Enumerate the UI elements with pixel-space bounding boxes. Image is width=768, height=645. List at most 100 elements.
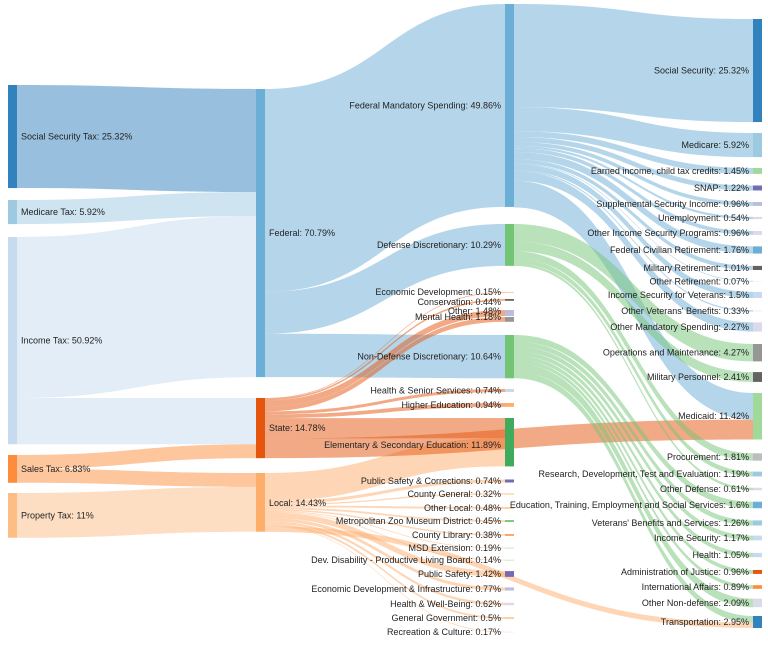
link-local-to-general-gov[interactable] xyxy=(265,523,505,620)
link-fed-mandatory-to-social-security[interactable] xyxy=(514,4,753,123)
link-fed-mandatory-to-other-income-sec[interactable] xyxy=(514,148,753,235)
node-econ-dev[interactable] xyxy=(505,292,514,293)
node-other-income-sec[interactable] xyxy=(753,231,762,235)
link-sales-tax-to-local[interactable] xyxy=(17,468,256,487)
node-unemployment[interactable] xyxy=(753,216,762,220)
link-local-to-zoo-museum[interactable] xyxy=(265,507,505,522)
link-nondef-disc-to-health[interactable] xyxy=(514,351,753,558)
link-nondef-disc-to-education-training[interactable] xyxy=(514,335,753,509)
node-mil-retire[interactable] xyxy=(753,265,762,271)
link-fed-mandatory-to-mil-retire[interactable] xyxy=(514,159,753,271)
node-other-mandatory[interactable] xyxy=(753,322,762,332)
node-county-gen[interactable] xyxy=(505,493,514,495)
link-sales-tax-to-state[interactable] xyxy=(17,444,256,469)
node-ss-tax[interactable] xyxy=(8,85,17,189)
link-local-to-health-wellbeing[interactable] xyxy=(265,521,505,606)
link-property-tax-to-local[interactable] xyxy=(17,486,256,538)
node-defense-disc[interactable] xyxy=(505,224,514,266)
node-local[interactable] xyxy=(256,473,265,532)
link-local-to-transportation[interactable] xyxy=(265,526,753,629)
link-income-tax-to-state[interactable] xyxy=(17,397,256,445)
node-ops-maintenance[interactable] xyxy=(753,344,762,362)
link-local-to-county-lib[interactable] xyxy=(265,509,505,536)
link-state-to-econ-dev[interactable] xyxy=(265,292,505,399)
node-dev-disability[interactable] xyxy=(505,559,514,561)
node-intl-affairs[interactable] xyxy=(753,585,762,589)
link-defense-disc-to-procurement[interactable] xyxy=(514,251,753,461)
node-elem-ed[interactable] xyxy=(505,418,514,467)
node-social-security[interactable] xyxy=(753,19,762,123)
link-local-to-pub-safe-corr[interactable] xyxy=(265,479,505,505)
link-defense-disc-to-rdte[interactable] xyxy=(514,258,753,477)
node-income-sec-vets[interactable] xyxy=(753,291,762,299)
link-local-to-rec-culture[interactable] xyxy=(265,525,505,633)
node-health[interactable] xyxy=(753,552,762,558)
link-local-to-dev-disability[interactable] xyxy=(265,511,505,561)
node-pub-safety[interactable] xyxy=(505,571,514,577)
link-fed-mandatory-to-snap[interactable] xyxy=(514,137,753,191)
link-state-to-higher-ed[interactable] xyxy=(265,403,505,419)
node-zoo-museum[interactable] xyxy=(505,520,514,522)
node-medicare-tax[interactable] xyxy=(8,200,17,225)
link-local-to-msd-ext[interactable] xyxy=(265,510,505,549)
node-higher-ed[interactable] xyxy=(505,403,514,407)
link-fed-mandatory-to-other-mandatory[interactable] xyxy=(514,171,753,332)
node-other-local[interactable] xyxy=(505,507,514,509)
node-earned-income[interactable] xyxy=(753,168,762,174)
link-state-to-conservation[interactable] xyxy=(265,299,505,401)
link-local-to-other-local[interactable] xyxy=(265,505,505,509)
node-fed-mandatory[interactable] xyxy=(505,4,514,207)
node-other-nondef[interactable] xyxy=(753,598,762,608)
node-other-retire[interactable] xyxy=(753,280,762,282)
link-local-to-elem-ed[interactable] xyxy=(265,438,505,502)
node-snap[interactable] xyxy=(753,185,762,191)
link-local-to-county-gen[interactable] xyxy=(265,493,505,506)
node-rdte[interactable] xyxy=(753,471,762,477)
link-medicare-tax-to-federal[interactable] xyxy=(17,192,256,225)
node-federal[interactable] xyxy=(256,89,265,378)
link-fed-mandatory-to-income-sec-vets[interactable] xyxy=(514,163,753,299)
link-fed-mandatory-to-other-vets-ben[interactable] xyxy=(514,170,753,312)
node-other-defense[interactable] xyxy=(753,487,762,491)
node-supp-sec-income[interactable] xyxy=(753,202,762,206)
node-mil-personnel[interactable] xyxy=(753,372,762,382)
node-property-tax[interactable] xyxy=(8,493,17,538)
node-admin-justice[interactable] xyxy=(753,570,762,574)
link-state-to-other-state[interactable] xyxy=(265,310,505,407)
node-pub-safe-corr[interactable] xyxy=(505,479,514,483)
node-medicaid[interactable] xyxy=(753,393,762,440)
link-fed-mandatory-to-medicare[interactable] xyxy=(514,107,753,158)
link-fed-mandatory-to-supp-sec-income[interactable] xyxy=(514,142,753,206)
link-defense-disc-to-ops-maintenance[interactable] xyxy=(514,224,753,362)
link-fed-mandatory-to-other-retire[interactable] xyxy=(514,163,753,282)
link-nondef-disc-to-intl-affairs[interactable] xyxy=(514,359,753,589)
node-nondef-disc[interactable] xyxy=(505,335,514,379)
node-income-tax[interactable] xyxy=(8,237,17,445)
link-ss-tax-to-federal[interactable] xyxy=(17,85,256,193)
link-local-to-econ-dev-infra[interactable] xyxy=(265,518,505,591)
link-income-tax-to-federal[interactable] xyxy=(17,216,256,398)
link-nondef-disc-to-other-nondef[interactable] xyxy=(514,363,753,608)
link-nondef-disc-to-admin-justice[interactable] xyxy=(514,355,753,574)
link-federal-to-fed-mandatory[interactable] xyxy=(265,4,505,292)
node-econ-dev-infra[interactable] xyxy=(505,587,514,591)
node-state[interactable] xyxy=(256,398,265,459)
link-fed-mandatory-to-unemployment[interactable] xyxy=(514,145,753,220)
link-local-to-pub-safety[interactable] xyxy=(265,512,505,577)
node-general-gov[interactable] xyxy=(505,617,514,620)
node-mental-health[interactable] xyxy=(505,317,514,322)
node-sales-tax[interactable] xyxy=(8,455,17,483)
node-transportation[interactable] xyxy=(753,616,762,629)
node-education-training[interactable] xyxy=(753,501,762,509)
node-health-wellbeing[interactable] xyxy=(505,602,514,606)
link-fed-mandatory-to-fed-civ-retire[interactable] xyxy=(514,152,753,254)
node-health-senior[interactable] xyxy=(505,389,514,393)
node-county-lib[interactable] xyxy=(505,534,514,536)
link-state-to-elem-ed[interactable] xyxy=(265,418,505,439)
node-msd-ext[interactable] xyxy=(505,547,514,549)
link-state-to-mental-health[interactable] xyxy=(265,317,505,412)
link-defense-disc-to-other-defense[interactable] xyxy=(514,263,753,491)
node-fed-civ-retire[interactable] xyxy=(753,246,762,254)
link-nondef-disc-to-vets-benefits[interactable] xyxy=(514,341,753,526)
link-nondef-disc-to-transportation[interactable] xyxy=(514,371,753,623)
